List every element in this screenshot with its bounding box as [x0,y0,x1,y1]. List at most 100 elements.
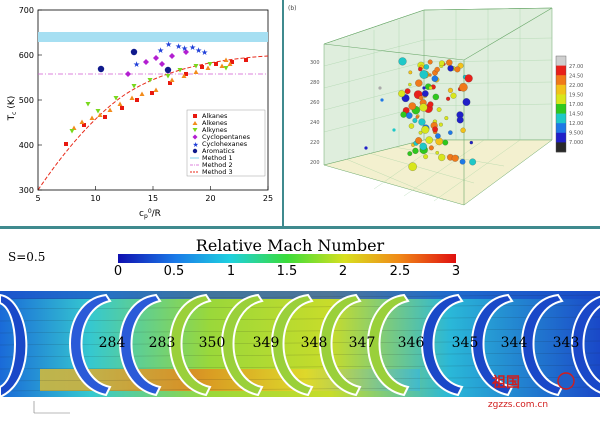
plot-b-svg: (b) 300 280 260 240 2 [288,5,583,206]
data-sphere [380,98,384,102]
legend-method3: Method 3 [202,168,233,176]
data-sphere [469,158,477,166]
colorbar-b-tick: 24.50 [569,74,583,80]
blade-shape [221,293,264,397]
data-sphere [442,139,449,146]
data-marker-alkenes [153,87,159,92]
svg-text:280: 280 [310,80,320,86]
data-sphere [459,83,468,92]
legend-method2: Method 2 [202,161,233,169]
data-marker-alkynes [165,74,171,79]
data-sphere [418,130,423,135]
data-sphere [412,147,419,154]
colorbar-tick: 3 [452,264,460,279]
blade-row [0,293,600,399]
legend-alkynes-marker [192,128,198,132]
panel-b-label: (b) [288,5,297,12]
panel-divider [282,0,284,226]
colorbar-b-tick: 27.00 [569,64,583,70]
svg-text:240: 240 [310,120,320,126]
blade-label: 283 [149,335,176,351]
data-marker-cyclohexanes: ★ [201,48,208,57]
data-sphere [408,82,412,87]
svg-text:300: 300 [310,60,320,66]
panel-c-mach-contour: Relative Mach Number 0 0.5 1 1.5 2 2.5 3… [0,229,600,423]
blade-shape [471,293,514,397]
data-marker-alkenes [71,125,77,130]
data-sphere [422,86,426,90]
plot-c-svg: Relative Mach Number 0 0.5 1 1.5 2 2.5 3… [0,236,600,414]
data-sphere [418,66,423,72]
legend-cyclopentanes-marker [192,134,198,140]
blade-shape [367,293,410,397]
x-tick-label: 25 [263,194,273,203]
blade-label: 346 [398,335,425,351]
data-sphere [454,66,461,73]
data-sphere [428,86,433,90]
data-sphere [425,136,433,144]
data-sphere [408,70,413,75]
data-sphere [444,116,449,121]
parameter-label: S=0.5 [8,250,45,264]
blade-label: 284 [99,335,126,351]
floor [323,139,553,206]
data-marker-alkanes [200,65,204,69]
data-marker-alkenes [139,91,145,96]
data-marker-alkynes [131,84,137,89]
colorbar-b-tick: 7.000 [569,140,583,146]
watermark-url: zgzzs.com.cn [488,400,548,410]
y-ticks: 700 600 500 400 300 [19,6,42,195]
data-sphere [436,107,442,112]
colorbar-tick: 0.5 [164,264,185,279]
data-sphere [469,140,473,145]
data-marker-cyclohexanes: ★ [157,46,164,55]
panel-divider-horizontal [0,226,600,229]
colorbar-tick: 2.5 [390,264,411,279]
data-marker-alkenes [129,95,135,100]
colorbar-b-swatch [556,65,566,76]
data-marker-alkanes [150,91,154,95]
colorbar-b-tick: 9.500 [569,131,583,137]
data-sphere [428,73,432,77]
colorbar-gradient [118,254,456,263]
data-marker-alkynes [147,78,153,83]
scatter-spheres [364,57,477,171]
data-sphere [378,86,382,90]
legend-aromatics-marker [192,148,198,154]
data-sphere [446,59,453,66]
data-sphere [456,116,464,124]
data-sphere [422,90,429,97]
data-sphere [419,142,427,151]
data-sphere [448,130,453,135]
data-sphere [404,88,411,95]
data-marker-alkenes [181,73,187,78]
colorbar-b-swatch [556,75,566,86]
colorbar-title: Relative Mach Number [196,236,385,255]
data-sphere [408,102,417,110]
colorbar-b-swatch [556,113,566,124]
data-marker-aromatics [164,66,172,74]
colorbar-b-tick: 22.00 [569,83,583,89]
y-tick-label: 600 [19,51,34,60]
colorbar-tick: 2 [339,264,347,279]
watermark-logo-text: 祖国 [491,374,520,391]
blade-label: 347 [349,335,376,351]
data-marker-cyclohexanes: ★ [189,43,196,52]
data-sphere [460,127,466,133]
colorbar-b-tick: 12.00 [569,121,583,127]
data-marker-alkynes [223,66,229,71]
colorbar-b-tick: 19.50 [569,93,583,99]
legend-cyclopentanes: Cyclopentanes [202,133,251,141]
data-marker-alkynes [177,68,183,73]
data-marker-alkenes [227,61,233,66]
legend-alkenes-marker [192,121,198,125]
plot-a-svg: 700 600 500 400 300 5 10 15 20 25 Tc (K)… [7,6,273,220]
colorbar-b-swatches [556,56,566,153]
data-marker-alkanes [120,106,124,110]
data-sphere [421,125,430,134]
data-marker-cyclopentanes [169,53,175,59]
data-marker-alkenes [107,107,113,112]
colorbar-b-tick: 14.50 [569,112,583,118]
data-sphere [464,74,473,83]
blade-label: 349 [253,335,280,351]
